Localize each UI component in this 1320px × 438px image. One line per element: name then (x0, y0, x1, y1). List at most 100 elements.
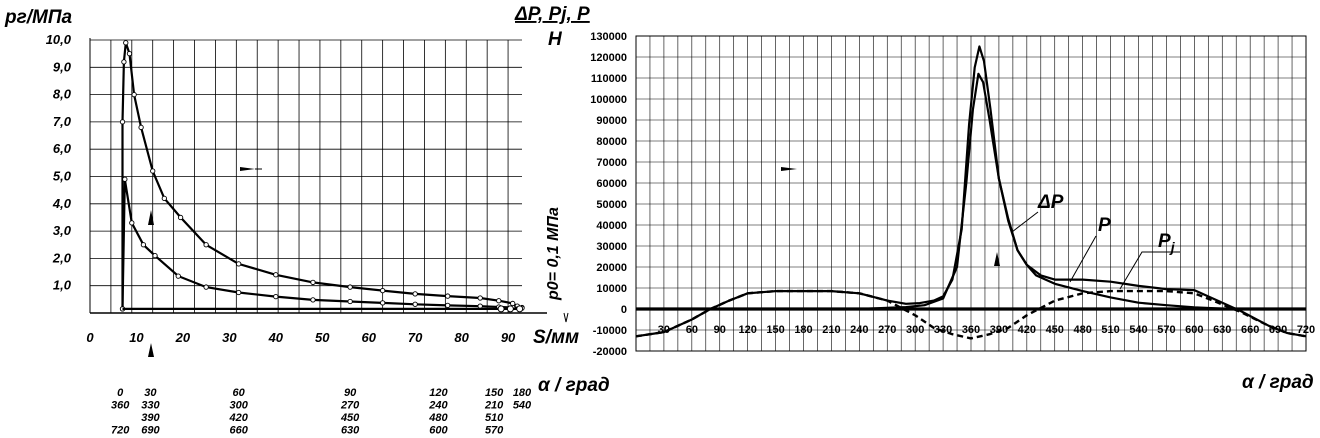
left-angle-tick-label: 540 (513, 400, 532, 412)
left-y-tick-label: 1,0 (53, 278, 72, 293)
right-x-tick-label: 480 (1073, 324, 1091, 336)
left-direction-arrows (148, 167, 569, 357)
left-arrow-right (240, 167, 255, 171)
left-series (119, 40, 525, 313)
left-data-point (121, 59, 127, 65)
right-y-tick-label: 30000 (596, 241, 627, 253)
left-data-point (129, 220, 135, 226)
left-data-point (203, 284, 209, 290)
left-angle-tick-label: 120 (429, 387, 448, 399)
left-data-point (412, 301, 418, 307)
left-angle-tick-label: 270 (340, 400, 360, 412)
left-data-point (379, 300, 386, 306)
right-x-tick-label: 540 (1129, 324, 1147, 336)
left-data-point (347, 298, 353, 305)
right-x-tick-label: 300 (906, 324, 924, 336)
right-x-tick-label: 630 (1213, 324, 1231, 336)
left-p0-marker (563, 312, 569, 323)
left-data-point (131, 91, 137, 98)
left-angle-tick-label: 30 (144, 387, 157, 399)
right-x-tick-label: 30 (658, 324, 670, 336)
left-data-point (161, 195, 167, 201)
right-x-tick-label: 690 (1269, 324, 1287, 336)
right-y-tick-label: 60000 (596, 178, 627, 190)
right-y-axis-label: ΔP, Pj, P (514, 4, 590, 25)
left-x-tick-label: 70 (408, 330, 423, 345)
left-arrow-up (148, 210, 154, 225)
right-arrow-up (994, 252, 1000, 266)
right-x-tick-label: 240 (850, 324, 868, 336)
left-arrow-up-bottom (148, 343, 154, 357)
right-leader-line (1011, 211, 1039, 233)
left-angle-tick-label: 570 (485, 425, 504, 437)
right-series-label: Pj (1158, 231, 1176, 255)
left-angle-tick-label: 180 (513, 387, 532, 399)
left-angle-tick-label: 360 (111, 400, 130, 412)
right-x-tick-label: 270 (878, 324, 896, 336)
left-angle-tick-label: 510 (485, 412, 504, 424)
indicator-diagram-chart: 10,0 9,0 8,0 7,0 6,0 5,0 4,0 3,0 2,0 1,0 0 10 20 30 40… (4, 7, 610, 437)
right-x-tick-label: 90 (714, 324, 726, 336)
left-series-line-2 (121, 179, 523, 310)
right-y-tick-label: 110000 (591, 73, 627, 85)
left-data-point (379, 287, 386, 294)
right-y-tick-label: 40000 (596, 220, 627, 232)
right-series-line-p (635, 45, 1307, 338)
left-angle-tick-label: 90 (344, 387, 357, 399)
right-y-tick-label: 120000 (590, 52, 627, 64)
left-angle-tick-label: 480 (428, 412, 448, 424)
right-y-tick-label: 70000 (596, 157, 627, 169)
right-x-tick-label: 390 (990, 324, 1008, 336)
left-data-point (273, 272, 279, 278)
right-y-tick-label: 80000 (596, 136, 627, 148)
left-data-point (203, 242, 209, 248)
right-x-tick-label: 60 (686, 324, 698, 336)
right-x-tick-label: 150 (766, 324, 784, 336)
left-angle-axis-label: α / град (538, 375, 610, 396)
left-x-tick-label: 30 (222, 330, 237, 345)
right-direction-arrows (781, 167, 1000, 266)
left-annotation-p0: p0= 0,1 МПа (545, 207, 562, 301)
right-y-axis-unit: H (548, 29, 563, 50)
right-x-tick-label: 210 (822, 324, 840, 336)
left-angle-tick-label: 450 (340, 412, 360, 424)
right-x-tick-label: 180 (794, 324, 812, 336)
left-y-tick-label: 10,0 (46, 32, 72, 47)
left-data-point (477, 303, 483, 309)
left-end-marker (497, 305, 505, 313)
right-series (635, 45, 1307, 340)
left-data-point (310, 279, 316, 286)
left-data-point (310, 297, 316, 303)
left-data-point (445, 302, 451, 309)
left-grid (89, 38, 547, 314)
left-y-tick-label: 6,0 (53, 141, 72, 156)
left-x-tick-label: 60 (361, 330, 376, 345)
left-data-point (140, 242, 147, 248)
right-x-axis-label: α / град (1242, 372, 1314, 393)
left-x-tick-label: 90 (501, 330, 516, 345)
left-data-point (152, 253, 158, 259)
right-arrow-right (781, 167, 797, 171)
right-x-tick-label: 510 (1101, 324, 1119, 336)
left-y-tick-label: 9,0 (53, 59, 72, 74)
left-angle-tick-label: 420 (228, 412, 248, 424)
left-x-tick-label: 10 (129, 330, 144, 345)
right-leader-line (1069, 235, 1097, 283)
left-data-point (412, 291, 418, 297)
left-angle-tick-label: 60 (233, 387, 246, 399)
left-x-axis-label: S/мм (533, 327, 579, 348)
left-data-point (119, 119, 126, 125)
left-angle-tick-label: 210 (484, 400, 504, 412)
left-data-point (175, 273, 181, 279)
right-x-tick-label: 570 (1157, 324, 1175, 336)
right-series-label: P (1098, 215, 1111, 236)
left-x-tick-label: 0 (86, 330, 94, 345)
left-y-axis-label: pг/МПа (4, 7, 73, 28)
left-angle-tick-label: 300 (229, 400, 248, 412)
right-series-labels: ΔP Pj P (1011, 192, 1180, 290)
left-angle-tick-label: 0 (117, 387, 124, 399)
left-angle-tick-label: 600 (429, 425, 448, 437)
left-angle-tick-label: 150 (485, 387, 504, 399)
left-angle-tick-label: 690 (141, 425, 160, 437)
